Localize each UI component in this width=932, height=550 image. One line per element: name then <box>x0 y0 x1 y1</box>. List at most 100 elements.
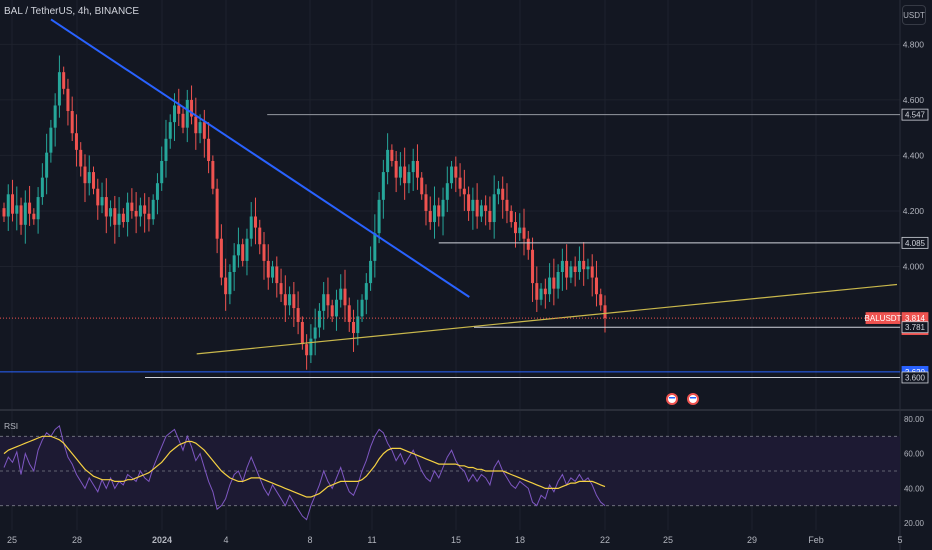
candle-body <box>339 288 343 300</box>
y-tick-label: 4.600 <box>903 95 925 105</box>
candle-body <box>505 199 509 211</box>
candle-body <box>49 127 53 153</box>
x-axis-label: 4 <box>223 535 228 545</box>
x-axis-label: 18 <box>515 535 525 545</box>
candle-body <box>275 266 279 284</box>
candle-body <box>543 288 547 295</box>
event-icon-inner <box>689 395 697 403</box>
us-flag-event-icon[interactable] <box>666 393 678 405</box>
candle-body <box>522 227 526 239</box>
price-label: 4.085 <box>901 236 929 249</box>
candle-body <box>198 122 202 134</box>
price-label: 3.781 <box>901 321 929 334</box>
event-icon-inner <box>668 395 676 403</box>
candle-body <box>164 138 168 161</box>
candle-body <box>271 266 275 278</box>
candle-body <box>109 208 113 217</box>
candle-body <box>300 321 304 345</box>
candle-body <box>590 266 594 278</box>
trendline <box>196 283 898 355</box>
candle-body <box>501 188 505 200</box>
candle-body <box>309 338 313 356</box>
candle-body <box>245 238 249 261</box>
candle-body <box>420 177 424 195</box>
candle-body <box>215 188 219 239</box>
candle-body <box>181 113 185 128</box>
candle-body <box>23 202 27 225</box>
candle-body <box>70 111 74 134</box>
candle-body <box>556 272 560 289</box>
candle-body <box>151 199 155 220</box>
candle-body <box>330 305 334 317</box>
x-axis-label: 11 <box>367 535 376 545</box>
candle-body <box>471 199 475 211</box>
candle-body <box>603 305 607 319</box>
candle-body <box>582 260 586 270</box>
candle-body <box>253 216 257 228</box>
price-label-box <box>901 108 929 121</box>
candle-body <box>450 166 454 184</box>
y-tick-label: 4.400 <box>903 150 925 160</box>
candle-body <box>15 205 19 214</box>
candle-body <box>594 277 598 295</box>
candle-body <box>2 208 6 217</box>
candle-body <box>531 249 535 284</box>
trendline <box>50 18 470 298</box>
candle-body <box>262 244 266 261</box>
candle-body <box>326 294 330 306</box>
candle-body <box>96 188 100 206</box>
event-icon-stripe <box>669 397 675 399</box>
candle-body <box>292 294 296 309</box>
candle-body <box>347 305 351 322</box>
candle-body <box>526 238 530 250</box>
candle-body <box>62 72 66 89</box>
candle-body <box>83 166 87 184</box>
candle-body <box>334 299 338 317</box>
rsi-y-label: 40.00 <box>904 484 925 493</box>
candle-body <box>147 213 151 220</box>
candle-body <box>28 202 32 214</box>
candle-body <box>134 210 138 217</box>
candle-body <box>190 99 194 117</box>
candle-body <box>539 288 543 300</box>
candle-body <box>381 172 385 200</box>
price-label-box <box>901 236 929 249</box>
x-axis-label: 5 <box>897 535 902 545</box>
candle-body <box>40 177 44 198</box>
price-label-text: 3.814 <box>905 314 926 323</box>
x-axis-label: Feb <box>808 535 824 545</box>
candle-body <box>322 294 326 311</box>
candle-body <box>496 188 500 195</box>
candle-body <box>586 266 590 270</box>
candle-body <box>177 105 181 114</box>
price-label-box <box>901 321 929 334</box>
candle-body <box>130 202 134 211</box>
candle-body <box>32 213 36 220</box>
chart-title: BAL / TetherUS, 4h, BINANCE <box>4 6 140 17</box>
currency-button[interactable]: USDT <box>902 5 926 25</box>
candle-body <box>155 183 159 200</box>
candle-body <box>445 183 449 200</box>
us-flag-event-icon[interactable] <box>687 393 699 405</box>
rsi-line <box>3 425 606 521</box>
candle-body <box>87 172 91 184</box>
candle-body <box>207 138 211 161</box>
candle-body <box>36 197 40 220</box>
candle-body <box>138 205 142 217</box>
candle-body <box>219 238 223 278</box>
price-label: 4.547 <box>901 108 929 121</box>
x-axis-label: 22 <box>600 535 610 545</box>
candle-body <box>428 210 432 223</box>
candle-body <box>352 321 356 334</box>
candle-body <box>458 177 462 189</box>
candle-body <box>113 208 117 225</box>
x-axis-label: 25 <box>7 535 17 545</box>
candle-body <box>305 344 309 356</box>
rsi-y-label: 20.00 <box>904 519 925 528</box>
candle-body <box>236 244 240 256</box>
candle-body <box>143 205 147 214</box>
candle-body <box>168 122 172 139</box>
candle-body <box>288 294 292 306</box>
candle-body <box>390 149 394 161</box>
